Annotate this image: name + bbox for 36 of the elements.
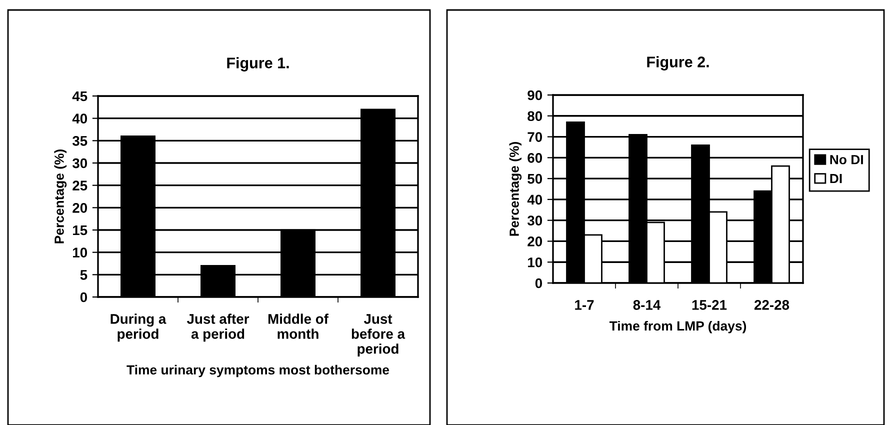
y-tick-label: 45: [72, 91, 88, 102]
y-tick-label: 90: [528, 90, 542, 100]
x-tick-label: Middle of month: [268, 314, 329, 339]
y-tick-label: 15: [73, 225, 88, 236]
x-tick-label: 1-7: [575, 300, 594, 310]
chart-title: Figure 1.: [227, 57, 289, 72]
x-tick-label: 22-28: [754, 300, 790, 310]
y-tick-label: 10: [528, 257, 542, 268]
y-tick-label: 0: [80, 292, 88, 302]
chart-title: Figure 2.: [647, 56, 709, 70]
y-tick-label: 40: [527, 194, 542, 205]
y-tick-label: 25: [72, 180, 88, 191]
x-tick-label: During a period: [110, 314, 166, 342]
x-tick-label: Just after a period: [186, 314, 250, 342]
y-tick-label: 5: [80, 270, 88, 280]
x-tick-label: 15-21: [692, 300, 727, 310]
y-axis-title: Percentage (%): [509, 142, 522, 236]
y-tick-label: 80: [528, 111, 542, 122]
y-tick-label: 50: [528, 174, 542, 184]
y-tick-label: 40: [72, 114, 88, 124]
y-tick-label: 0: [535, 278, 542, 288]
x-axis-title: Time from LMP (days): [609, 320, 746, 334]
legend-label: DI: [830, 174, 842, 184]
y-tick-label: 30: [72, 158, 88, 168]
y-tick-label: 70: [528, 132, 542, 142]
legend-label: No DI: [830, 155, 863, 164]
x-tick-label: 8-14: [633, 300, 661, 310]
y-tick-label: 30: [527, 216, 542, 226]
y-axis-title: Percentage (%): [54, 149, 67, 244]
y-tick-label: 10: [73, 248, 88, 258]
y-tick-label: 35: [72, 136, 88, 146]
x-tick-label: Just before a period: [352, 314, 406, 357]
y-tick-label: 20: [72, 203, 88, 213]
x-axis-title: Time urinary symptoms most bothersome: [126, 364, 390, 378]
y-tick-label: 20: [528, 236, 542, 246]
y-tick-label: 60: [528, 153, 542, 163]
